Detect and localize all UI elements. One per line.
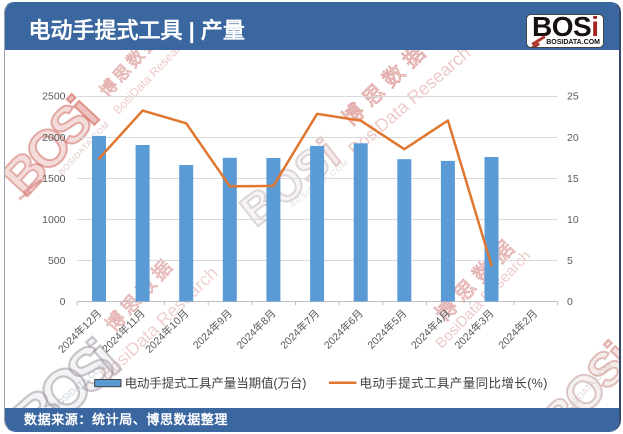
svg-text:电动手提式工具产量当期值(万台): 电动手提式工具产量当期值(万台) [125, 376, 307, 391]
svg-text:2024年8月: 2024年8月 [234, 307, 279, 352]
svg-text:15: 15 [567, 173, 579, 185]
svg-text:0: 0 [567, 296, 573, 308]
svg-text:2024年5月: 2024年5月 [365, 307, 410, 352]
svg-text:2000: 2000 [42, 132, 66, 144]
svg-text:2024年6月: 2024年6月 [321, 307, 366, 352]
svg-text:2024年9月: 2024年9月 [190, 307, 235, 352]
svg-text:20: 20 [567, 132, 579, 144]
svg-text:2024年2月: 2024年2月 [496, 307, 541, 352]
svg-text:2024年11月: 2024年11月 [99, 307, 147, 355]
svg-text:2024年7月: 2024年7月 [278, 307, 323, 352]
svg-text:2024年12月: 2024年12月 [55, 307, 104, 356]
svg-text:0: 0 [60, 296, 66, 308]
svg-text:1000: 1000 [42, 214, 66, 226]
svg-text:500: 500 [48, 255, 66, 267]
svg-text:10: 10 [567, 214, 579, 226]
svg-text:2024年3月: 2024年3月 [452, 307, 497, 352]
svg-text:2024年10月: 2024年10月 [142, 307, 191, 356]
svg-text:电动手提式工具产量同比增长(%): 电动手提式工具产量同比增长(%) [360, 376, 548, 391]
svg-text:5: 5 [567, 255, 573, 267]
svg-text:25: 25 [567, 91, 579, 103]
svg-text:2500: 2500 [42, 91, 66, 103]
svg-text:1500: 1500 [42, 173, 66, 185]
svg-text:2024年4月: 2024年4月 [408, 307, 453, 352]
